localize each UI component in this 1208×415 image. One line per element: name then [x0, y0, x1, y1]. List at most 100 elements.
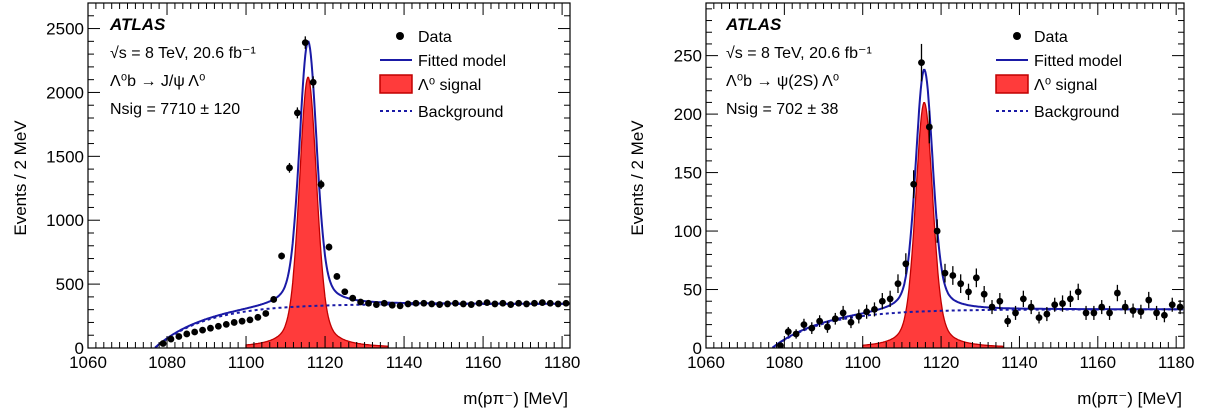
data-marker	[839, 309, 847, 317]
data-marker	[1004, 317, 1012, 325]
data-marker	[467, 301, 475, 308]
data-point	[871, 302, 878, 317]
data-marker	[824, 323, 831, 331]
data-marker	[301, 39, 309, 47]
data-marker	[412, 299, 420, 307]
data-point	[207, 324, 214, 332]
data-point	[515, 299, 523, 307]
legend-item-background: Background	[1034, 104, 1119, 121]
data-marker	[980, 290, 988, 298]
data-marker	[523, 300, 530, 308]
y-tick-label: 200	[674, 105, 702, 124]
data-point	[349, 294, 357, 302]
legend-item-model: Fitted model	[1034, 53, 1122, 70]
data-point	[878, 293, 886, 310]
data-marker	[404, 300, 412, 308]
data-marker	[808, 324, 816, 332]
legend-item-background: Background	[418, 104, 503, 121]
data-marker	[222, 320, 230, 328]
data-point	[1153, 305, 1160, 320]
chart-panel-jpsi: 1060 1080 1100 1120 1140 1160 1180 0 500 1000 1500…	[11, 2, 581, 408]
data-point	[475, 299, 483, 307]
data-point	[933, 219, 941, 243]
data-marker	[444, 300, 451, 308]
data-point	[286, 162, 293, 173]
data-point	[357, 298, 365, 306]
data-point	[1098, 300, 1106, 315]
background-curve	[772, 308, 1184, 348]
x-tick-label: 1120	[923, 353, 960, 372]
x-tick-label: 1180	[1158, 353, 1195, 372]
data-point	[254, 313, 262, 321]
data-marker	[1035, 314, 1043, 321]
data-points-layer	[159, 36, 570, 347]
data-marker	[515, 299, 523, 307]
x-tick-label: 1120	[307, 353, 344, 372]
data-marker	[333, 273, 341, 280]
y-tick-label: 1000	[46, 211, 84, 230]
data-marker	[1129, 307, 1137, 314]
data-marker	[949, 272, 957, 279]
x-tick-label: 1180	[544, 353, 581, 372]
data-point	[159, 340, 167, 347]
data-point	[531, 299, 538, 307]
data-point	[238, 317, 246, 325]
data-point	[949, 266, 957, 285]
x-tick-label: 1100	[844, 353, 881, 372]
data-marker	[199, 326, 206, 334]
data-point	[1129, 303, 1137, 318]
x-tick-label: 1080	[765, 353, 803, 372]
data-point	[467, 301, 475, 308]
data-marker	[972, 274, 980, 282]
data-point	[538, 299, 546, 307]
data-point	[365, 299, 372, 307]
data-marker	[777, 342, 784, 348]
data-point	[491, 300, 499, 308]
data-marker	[863, 308, 871, 316]
data-point	[847, 316, 855, 329]
legend: Data Fitted model Λ⁰ signal Background	[995, 29, 1122, 121]
legend-item-model: Fitted model	[418, 53, 506, 70]
data-marker	[325, 243, 333, 251]
signal-area-layer	[862, 102, 1005, 348]
legend-marker-data	[396, 32, 404, 40]
data-marker	[965, 288, 972, 296]
fitted-model-layer	[772, 68, 1184, 348]
data-marker	[546, 299, 554, 307]
chart-panel-psi2s: 1060 1080 1100 1120 1140 1160 1180 0 50 100 150 200…	[628, 2, 1195, 408]
data-marker	[436, 301, 444, 308]
data-point	[270, 296, 278, 303]
axis-ticks: 1060 1080 1100 1120 1140 1160 1180 0 500 1000 1500…	[46, 2, 581, 372]
data-point	[855, 309, 863, 324]
data-marker	[1176, 303, 1184, 311]
nsig-label: Nsig = 702 ± 38	[726, 101, 839, 118]
data-point	[1059, 295, 1066, 312]
x-tick-label: 1160	[1080, 353, 1117, 372]
data-point	[1035, 311, 1043, 324]
data-point	[972, 268, 980, 288]
data-marker	[1106, 309, 1113, 317]
data-point	[341, 288, 349, 296]
data-marker	[286, 164, 293, 172]
data-marker	[341, 288, 349, 296]
legend-marker-signal	[995, 74, 1029, 94]
data-marker	[855, 313, 863, 320]
data-marker	[246, 316, 254, 324]
data-marker	[816, 317, 824, 325]
data-marker	[491, 300, 499, 308]
data-point	[499, 299, 507, 307]
data-marker	[531, 299, 538, 307]
data-marker	[1153, 309, 1160, 317]
data-point	[824, 321, 831, 333]
data-marker	[1082, 309, 1090, 317]
data-marker	[1137, 308, 1145, 316]
data-point	[373, 301, 380, 308]
data-marker	[894, 280, 902, 288]
y-tick-label: 250	[674, 47, 702, 66]
data-marker	[499, 299, 507, 307]
data-marker	[262, 310, 270, 317]
data-marker	[562, 299, 570, 307]
y-tick-label: 500	[56, 275, 84, 294]
data-marker	[910, 180, 918, 188]
signal-area-layer	[245, 76, 390, 348]
